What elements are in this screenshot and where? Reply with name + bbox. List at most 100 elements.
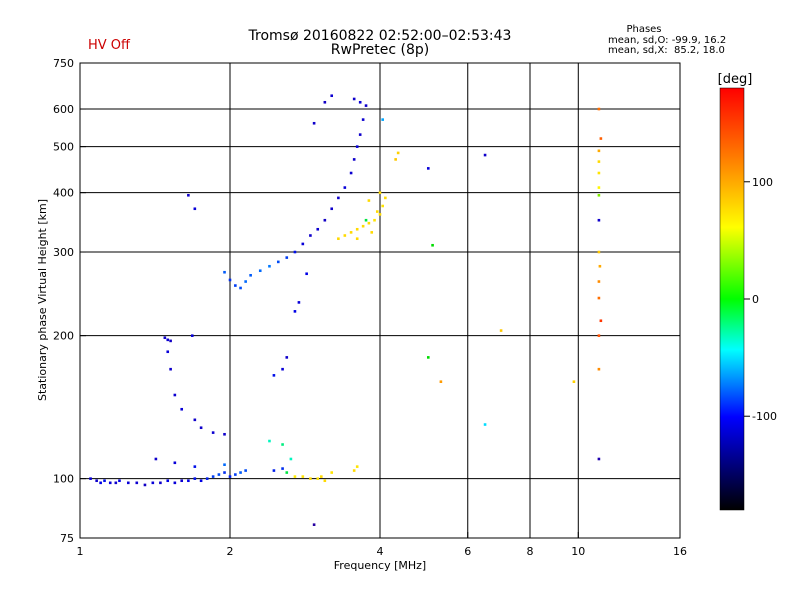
echo-point [285,471,289,474]
y-tick-label: 500 [53,141,74,154]
echo-point [426,167,430,170]
echo-point [572,380,576,383]
echo-point [483,153,487,157]
echo-point [234,473,237,476]
echo-point [320,475,323,478]
echo-point [239,471,242,474]
echo-point [597,171,601,175]
echo-point [599,319,603,323]
echo-point [355,227,359,231]
echo-point [349,231,353,234]
echo-point [173,461,177,465]
echo-point [343,186,347,189]
echo-point [108,481,112,485]
echo-point [223,463,226,466]
echo-point [169,367,172,371]
echo-point [163,336,167,340]
echo-point [190,334,194,337]
echo-point [281,367,284,371]
echo-point [293,475,297,478]
echo-point [99,481,102,485]
echo-point [312,523,316,526]
x-tick-label: 4 [377,545,384,558]
plot-frame [79,62,681,539]
x-axis-label: Frequency [MHz] [334,559,426,572]
echo-point [187,479,190,483]
echo-point [355,465,359,468]
echo-point [166,338,170,342]
chart-subtitle: RwPretec (8p) [331,42,429,58]
y-tick-label: 200 [53,330,74,343]
phase-colorbar [719,87,745,511]
echo-point [151,481,155,485]
echo-point [312,121,316,125]
echo-point [281,467,284,470]
echo-point [361,118,365,121]
echo-point [223,270,226,274]
echo-point [597,218,601,222]
echo-point [378,191,382,194]
echo-point [361,224,365,228]
echo-point [205,477,209,480]
echo-point [272,374,276,377]
echo-point [367,221,371,225]
echo-point [381,204,384,208]
echo-point [597,296,601,300]
echo-point [370,231,374,234]
x-tick-label: 10 [571,545,585,558]
echo-point [373,218,376,222]
colorbar-tick-label: 100 [752,176,773,189]
y-tick-label: 750 [53,57,74,70]
echo-point [135,481,139,485]
echo-point [272,469,276,472]
echo-point [323,218,327,222]
echo-point [426,356,430,359]
echo-points [89,94,603,526]
echo-point [285,256,289,259]
echo-point [381,118,384,121]
echo-point [289,457,293,461]
echo-point [217,473,221,476]
echo-point [268,264,271,268]
echo-point [396,151,400,155]
echo-point [126,481,130,485]
echo-point [439,380,443,383]
echo-point [114,481,118,485]
stats-heading: Phases [626,24,661,35]
echo-point [118,479,121,483]
echo-point [597,367,601,371]
echo-point [258,269,262,273]
echo-point [169,339,172,343]
echo-point [285,356,289,359]
echo-point [305,272,308,276]
colorbar-label: [deg] [718,72,753,87]
echo-point [375,210,379,213]
echo-point [249,273,252,277]
gridlines [80,63,680,538]
echo-point [499,329,503,332]
echo-point [173,393,177,397]
echo-point [143,483,147,487]
stats-x-line: mean, sd,X: 85.2, 18.0 [608,45,725,56]
echo-point [394,158,397,161]
echo-point [599,137,603,140]
echo-point [199,426,203,430]
echo-point [598,264,602,268]
echo-point [223,432,226,436]
colorbar-tick-label: 0 [752,293,759,306]
echo-point [597,457,601,461]
echo-point [166,350,170,354]
echo-point [309,234,312,237]
echo-point [268,439,271,443]
x-tick-label: 2 [227,545,234,558]
echo-point [95,479,98,483]
echo-point [293,250,297,254]
echo-point [343,234,347,237]
echo-point [597,250,601,254]
x-tick-label: 1 [77,545,84,558]
y-tick-label: 75 [60,532,74,545]
echo-point [193,477,197,480]
echo-point [597,193,601,197]
echo-point [309,477,312,480]
